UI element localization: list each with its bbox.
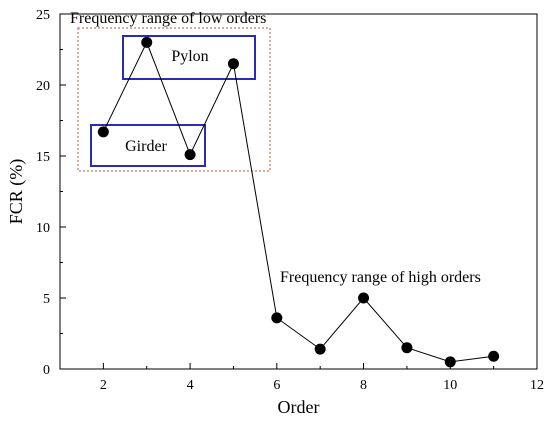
data-point	[141, 36, 153, 48]
data-series	[97, 36, 500, 368]
y-axis-title: FCR (%)	[6, 159, 27, 225]
data-point	[314, 343, 326, 355]
high-order-range-label: Frequency range of high orders	[280, 269, 481, 286]
x-axis-title: Order	[278, 397, 320, 417]
data-point	[488, 350, 500, 362]
y-tick-label: 0	[43, 363, 50, 378]
data-point	[227, 58, 239, 70]
data-point	[358, 292, 370, 304]
y-tick-label: 15	[36, 150, 50, 165]
girder-label: Girder	[125, 138, 167, 155]
pylon-label: Pylon	[171, 48, 208, 65]
girder-box	[90, 124, 206, 167]
pylon-box	[122, 35, 256, 80]
x-tick-label: 8	[360, 378, 367, 393]
plot-area-frame	[59, 13, 538, 370]
data-point	[97, 126, 109, 138]
x-tick-label: 4	[187, 378, 194, 393]
y-tick-label: 25	[36, 8, 50, 23]
low-order-range-box	[77, 27, 271, 172]
series-line	[102, 41, 494, 363]
y-tick-label: 5	[43, 292, 50, 307]
data-point	[271, 312, 283, 324]
data-point	[184, 149, 196, 161]
x-tick-label: 6	[273, 378, 280, 393]
y-tick-label: 20	[36, 79, 50, 94]
y-tick-label: 10	[36, 221, 50, 236]
low-order-range-label: Frequency range of low orders	[70, 10, 266, 27]
x-tick-label: 2	[100, 378, 107, 393]
x-tick-label: 10	[443, 378, 457, 393]
data-point	[401, 342, 413, 354]
axis-ticks: 2 4 6 8 10 12 0 5 10 15 20 25	[36, 8, 544, 393]
data-point	[444, 356, 456, 368]
x-tick-label: 12	[530, 378, 544, 393]
